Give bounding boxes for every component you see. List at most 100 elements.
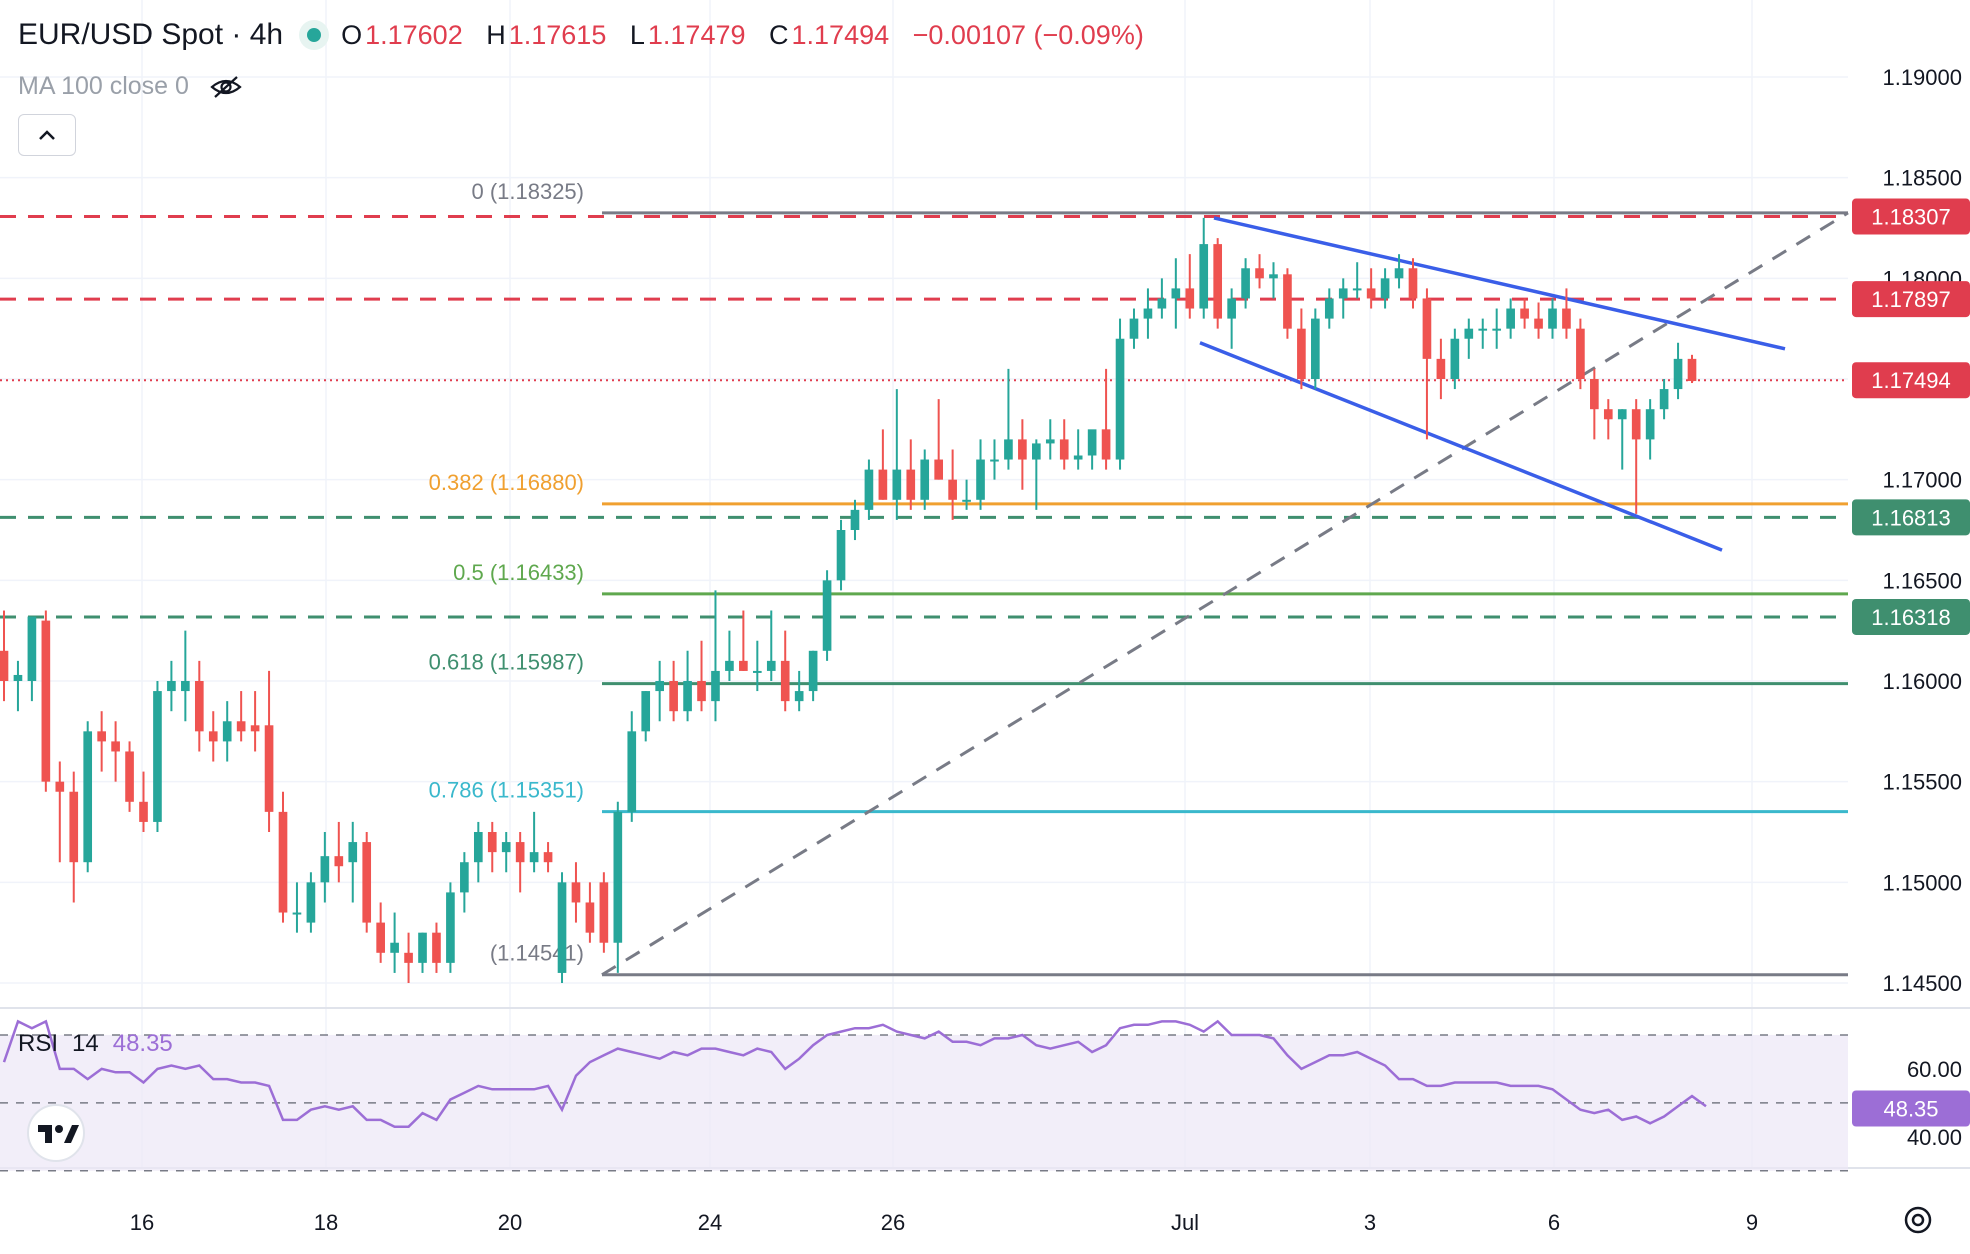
candle-body bbox=[460, 862, 469, 893]
candle-body bbox=[1087, 429, 1097, 456]
candle-body bbox=[864, 469, 874, 510]
fib-level-label: 0 (1.18325) bbox=[471, 179, 584, 204]
candle-body bbox=[1324, 298, 1334, 319]
candle-body bbox=[153, 691, 162, 822]
candle-body bbox=[543, 852, 553, 863]
diagonal-trendline bbox=[601, 211, 1849, 977]
candle-body bbox=[1073, 455, 1083, 460]
candle-body bbox=[501, 842, 511, 853]
candle-body bbox=[432, 932, 441, 963]
candle-body bbox=[641, 691, 651, 732]
candle-body bbox=[1576, 328, 1585, 379]
collapse-legend-button[interactable] bbox=[18, 114, 76, 156]
candle-body bbox=[0, 650, 9, 681]
candle-body bbox=[1004, 439, 1013, 460]
candle-body bbox=[1548, 308, 1557, 329]
price-tag-label: 1.17897 bbox=[1871, 287, 1951, 312]
candle-body bbox=[1352, 288, 1362, 291]
candle-body bbox=[1464, 328, 1474, 339]
candle-body bbox=[97, 731, 106, 742]
change-value: −0.00107 (−0.09%) bbox=[912, 19, 1144, 50]
candle-body bbox=[962, 499, 971, 502]
candle-body bbox=[55, 781, 65, 792]
candle-body bbox=[306, 882, 316, 923]
candle-body bbox=[948, 479, 957, 500]
candle-body bbox=[1631, 409, 1641, 440]
candle-body bbox=[1283, 274, 1292, 329]
price-tick-label: 1.15000 bbox=[1882, 870, 1962, 895]
candle-body bbox=[878, 469, 888, 500]
fib-level-label: 0.5 (1.16433) bbox=[453, 560, 584, 585]
channel-upper-line bbox=[1213, 216, 1786, 351]
candle-body bbox=[697, 681, 706, 702]
candle-body bbox=[487, 832, 497, 853]
time-tick-label: 3 bbox=[1364, 1210, 1376, 1235]
candle-body bbox=[236, 721, 246, 732]
price-axis: 1.190001.185001.180001.170001.165001.160… bbox=[1852, 65, 1970, 996]
candle-body bbox=[1394, 268, 1404, 279]
candle-body bbox=[1603, 409, 1613, 420]
price-tick-label: 1.16000 bbox=[1882, 669, 1962, 694]
candle-body bbox=[1297, 328, 1306, 379]
candle-body bbox=[920, 459, 930, 500]
fib-level-label: 0.786 (1.15351) bbox=[429, 778, 584, 803]
candle-body bbox=[418, 932, 427, 963]
fib-level-label: (1.14541) bbox=[490, 941, 584, 966]
candle-body bbox=[613, 811, 623, 943]
candle-body bbox=[1645, 409, 1655, 440]
symbol-title[interactable]: EUR/USD Spot · 4h bbox=[18, 18, 284, 51]
price-tick-label: 1.19000 bbox=[1882, 65, 1962, 90]
candle-body bbox=[766, 660, 776, 671]
candle-body bbox=[13, 674, 23, 681]
candle-body bbox=[208, 731, 218, 742]
candles bbox=[0, 217, 1697, 983]
candle-body bbox=[1506, 308, 1515, 329]
time-axis: 16 18 20 24 26 Jul 3 6 9 bbox=[130, 1210, 1758, 1235]
candle-body bbox=[976, 459, 985, 500]
candle-body bbox=[278, 811, 288, 913]
rsi-line bbox=[2, 1019, 1707, 1128]
price-tick-label: 1.14500 bbox=[1882, 971, 1962, 996]
time-tick-label: 9 bbox=[1746, 1210, 1758, 1235]
candle-body bbox=[1032, 443, 1041, 460]
candle-body bbox=[1520, 308, 1529, 319]
rsi-period: 14 bbox=[72, 1030, 99, 1057]
price-tick-label: 1.16500 bbox=[1882, 568, 1962, 593]
candle-body bbox=[404, 952, 413, 963]
time-tick-label: Jul bbox=[1171, 1210, 1199, 1235]
price-tick-label: 1.18500 bbox=[1882, 166, 1962, 191]
candle-body bbox=[1408, 268, 1418, 299]
candle-body bbox=[725, 660, 734, 671]
candle-body bbox=[1059, 439, 1069, 460]
candle-body bbox=[348, 842, 358, 863]
candle-body bbox=[1018, 439, 1027, 460]
gear-icon[interactable] bbox=[1904, 1206, 1932, 1234]
candle-body bbox=[334, 856, 344, 867]
candle-body bbox=[1366, 288, 1376, 299]
candle-body bbox=[1338, 288, 1348, 299]
candle-body bbox=[1617, 409, 1627, 420]
fib-level-label: 0.618 (1.15987) bbox=[429, 650, 584, 675]
ohlc-values: O 1.17602 H 1.17615 L 1.17479 C 1.17494 −0.0… bbox=[341, 19, 1144, 50]
candle-body bbox=[892, 469, 902, 500]
rsi-value-tag-label: 48.35 bbox=[1883, 1096, 1938, 1121]
candle-body bbox=[1171, 288, 1181, 299]
hidden-eye-icon[interactable] bbox=[209, 74, 243, 100]
candle-body bbox=[320, 856, 330, 883]
candle-body bbox=[752, 670, 762, 673]
candle-body bbox=[669, 681, 678, 712]
candle-body bbox=[139, 801, 148, 822]
candle-body bbox=[599, 882, 609, 943]
candle-body bbox=[181, 681, 190, 692]
ma-legend[interactable]: MA 100 close 0 bbox=[18, 72, 243, 101]
candle-body bbox=[111, 741, 120, 752]
trendlines bbox=[601, 211, 1849, 977]
candle-body bbox=[780, 660, 790, 702]
candle-body bbox=[683, 681, 692, 712]
candle-body bbox=[585, 902, 595, 933]
candle-body bbox=[27, 616, 37, 681]
candle-body bbox=[362, 842, 372, 923]
price-tick-label: 1.15500 bbox=[1882, 770, 1962, 795]
rsi-tick-label: 60.00 bbox=[1907, 1057, 1962, 1082]
